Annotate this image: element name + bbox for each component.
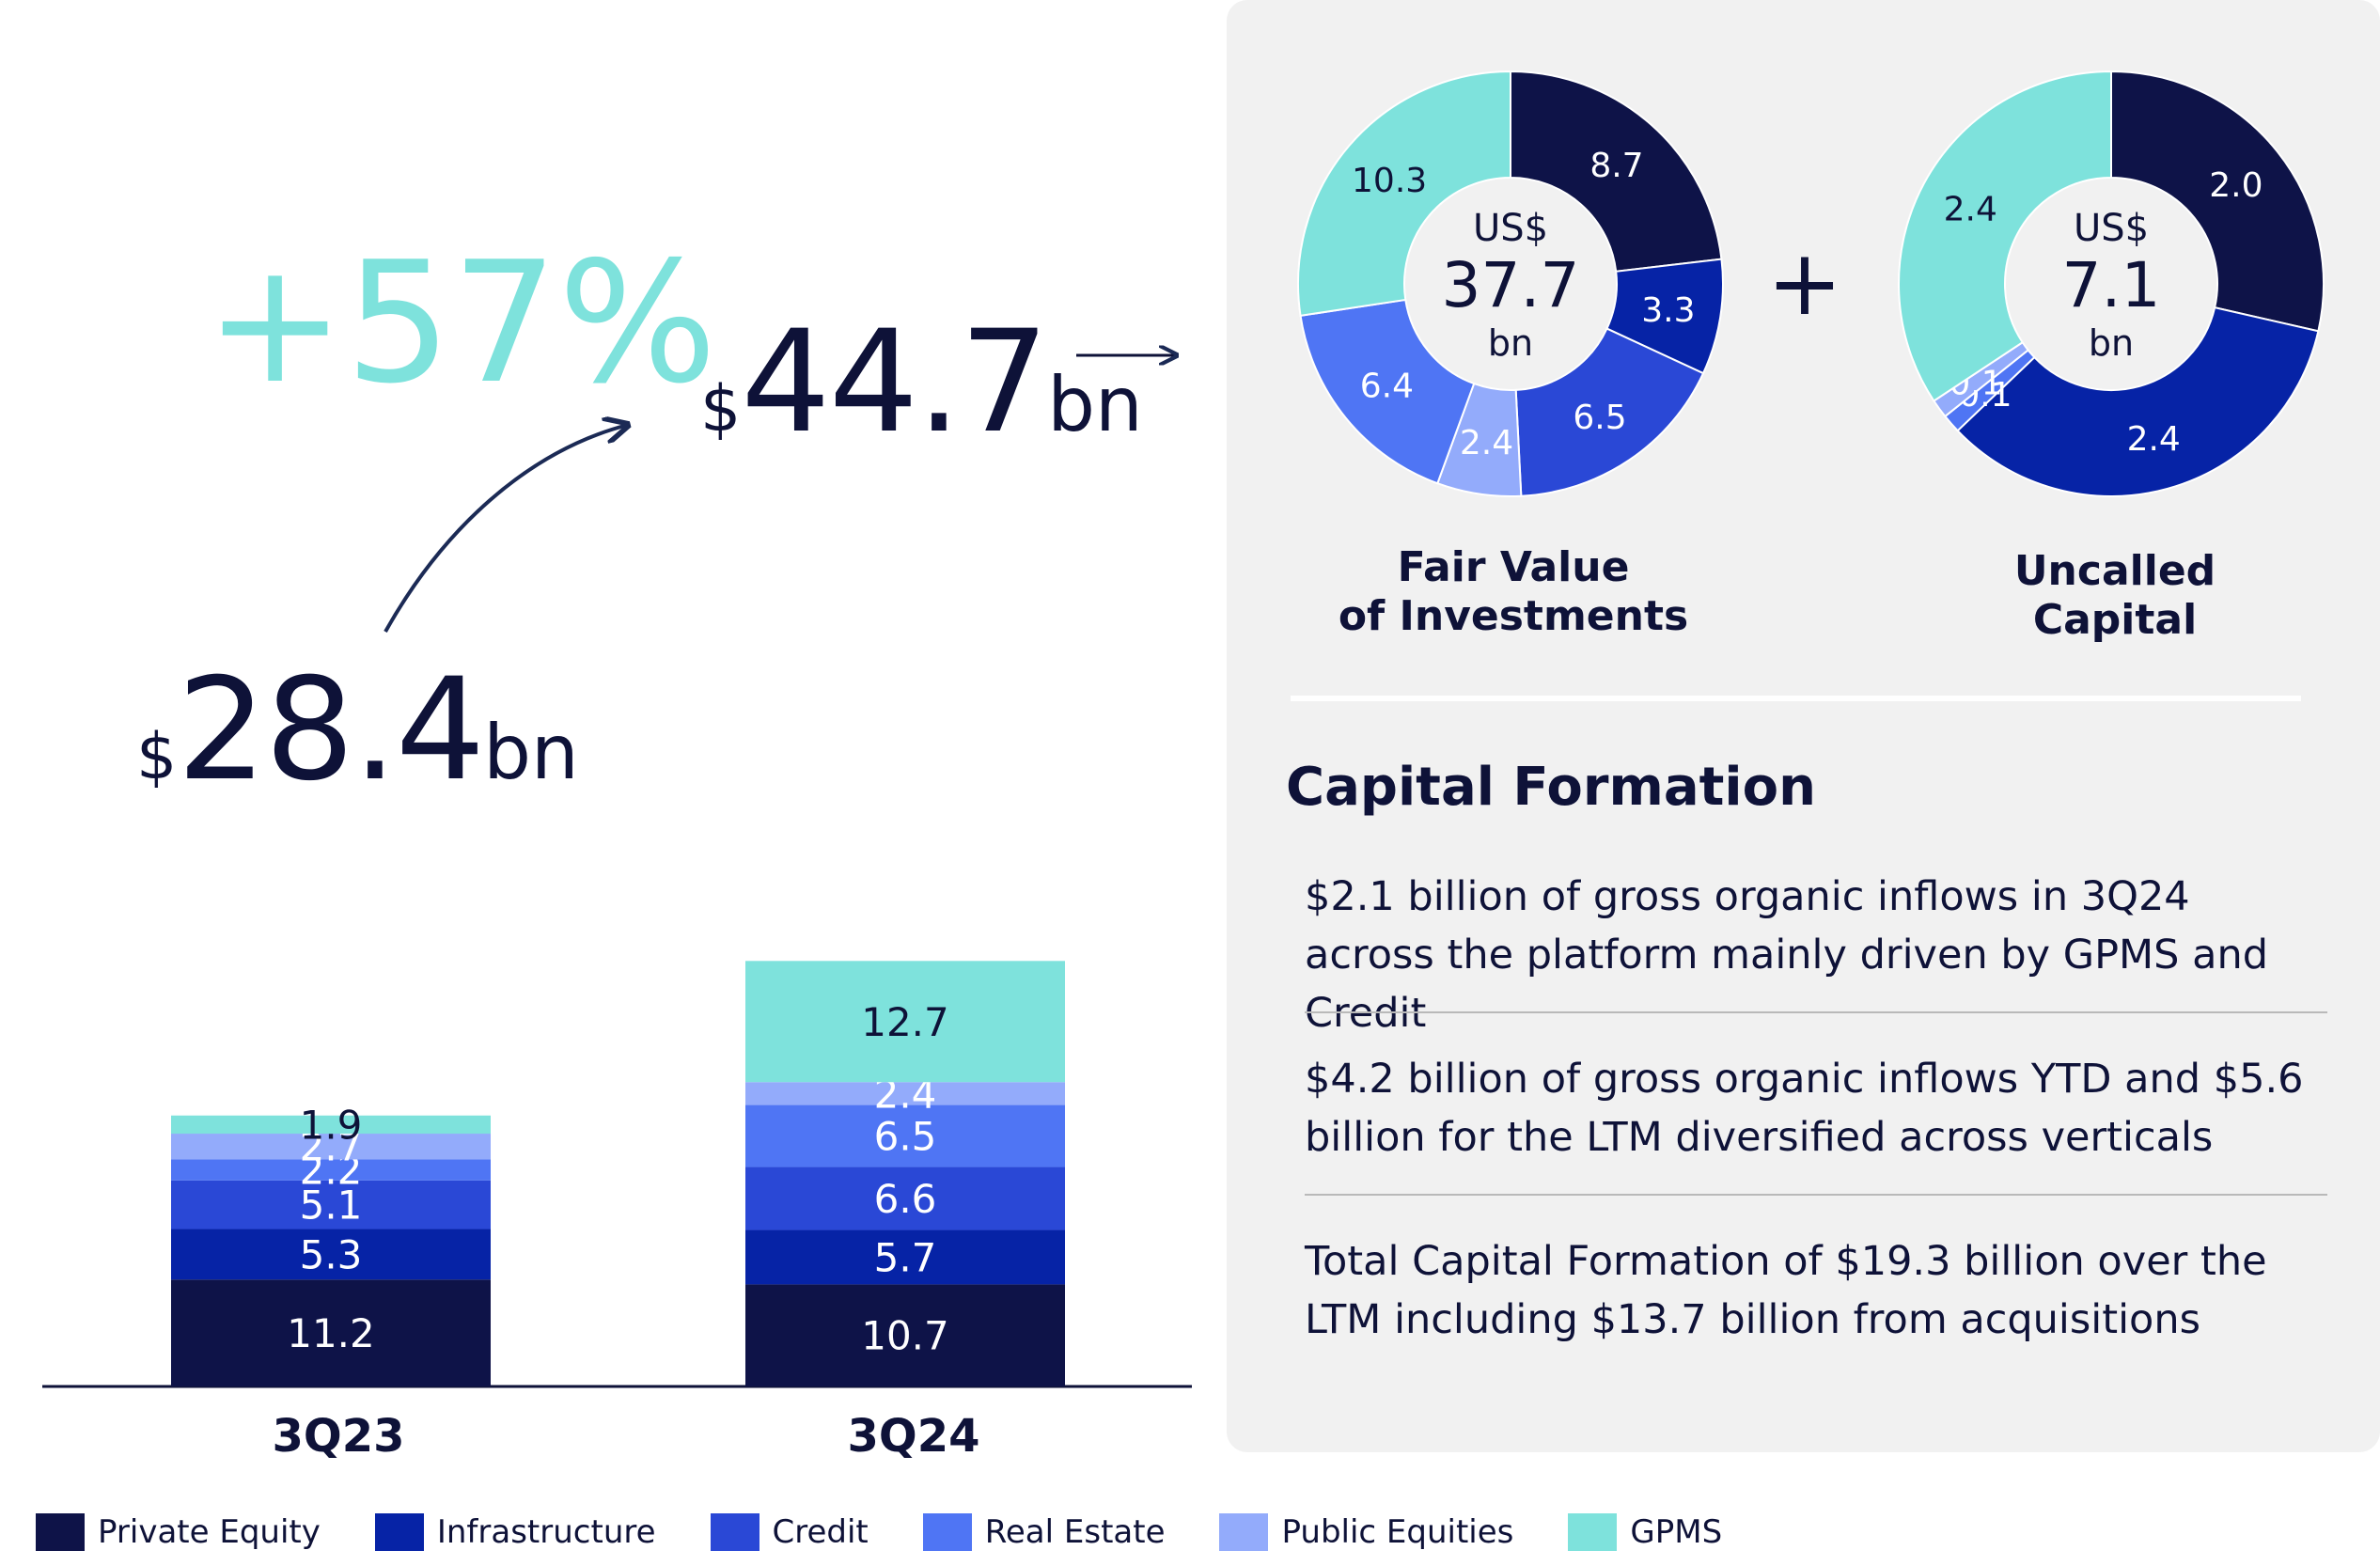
category-label-3q23: 3Q23 <box>272 1410 405 1463</box>
bar-data-label: 12.7 <box>861 999 949 1045</box>
bar-data-label: 10.7 <box>861 1313 949 1359</box>
bar-data-label: 6.6 <box>874 1176 937 1222</box>
bar-segment-credit <box>171 1180 491 1229</box>
donut-fair-value: 8.7 3.3 6.5 2.4 6.4 10.3 US$37.7bn <box>1297 70 1724 497</box>
total-value: 44.7 <box>741 301 1049 464</box>
divider <box>1305 1011 2327 1013</box>
total-unit: bn <box>1047 361 1143 448</box>
bar-segment-public-equities <box>745 1082 1065 1105</box>
donut-slice-gpms <box>1898 70 2112 402</box>
divider <box>1291 696 2301 701</box>
donut-charts: 8.73.36.52.46.410.3US$37.7bn2.02.40.10.1… <box>1297 70 2325 497</box>
donut-slice-private-equity <box>2110 70 2325 333</box>
legend-label: Credit <box>772 1513 869 1551</box>
legend-swatch <box>922 1513 972 1551</box>
bar-segment-gpms <box>745 961 1065 1083</box>
donut-slice-label: 2.4 <box>2127 420 2181 459</box>
capital-formation-item: $2.1 billion of gross organic inflows in… <box>1305 873 2268 1037</box>
donut-slice-infrastructure <box>1956 305 2320 497</box>
donut-title-uncalled-capital: Uncalled Capital <box>2013 547 2216 644</box>
donut-center-currency: US$ <box>1473 207 1548 250</box>
legend: Private Equity Infrastructure Credit Rea… <box>36 1513 1722 1551</box>
bar-data-label: 6.5 <box>874 1114 937 1160</box>
capital-formation-title: Capital Formation <box>1286 757 1816 818</box>
legend-swatch <box>374 1513 424 1551</box>
growth-label: +57% <box>205 226 717 420</box>
legend-label: Private Equity <box>98 1513 321 1551</box>
donut-slice-label: 2.4 <box>1944 190 1997 228</box>
donut-center-unit: bn <box>2089 322 2134 364</box>
total-currency: $ <box>136 720 178 794</box>
bar-segment-private-equity <box>171 1279 491 1386</box>
donut-slice-private-equity <box>1510 70 1723 273</box>
legend-swatch <box>710 1513 759 1551</box>
donut-center-currency: US$ <box>2074 207 2149 250</box>
capital-formation-item: $4.2 billion of gross organic inflows YT… <box>1305 1056 2304 1161</box>
bar-segment-real-estate <box>745 1104 1065 1167</box>
bar-segment-infrastructure <box>745 1229 1065 1285</box>
legend-item-private-equity: Private Equity <box>36 1513 321 1551</box>
donut-center-value: 37.7 <box>1442 249 1580 321</box>
total-3q23: $28.4bn <box>136 660 579 801</box>
legend-swatch <box>36 1513 85 1551</box>
legend-item-public-equities: Public Equities <box>1219 1513 1513 1551</box>
bar-data-label: 1.9 <box>300 1102 363 1148</box>
legend-swatch <box>1568 1513 1618 1551</box>
total-value: 28.4 <box>177 649 485 812</box>
legend-swatch <box>1219 1513 1269 1551</box>
donut-slice-label: 2.0 <box>2209 166 2263 205</box>
donut-slice-label: 8.7 <box>1589 147 1643 185</box>
legend-item-credit: Credit <box>710 1513 869 1551</box>
legend-label: Real Estate <box>984 1513 1166 1551</box>
legend-item-real-estate: Real Estate <box>922 1513 1166 1551</box>
legend-label: Public Equities <box>1281 1513 1514 1551</box>
divider <box>1305 1194 2327 1196</box>
bar-data-label: 11.2 <box>287 1310 375 1356</box>
capital-formation-item: Total Capital Formation of $19.3 billion… <box>1305 1238 2267 1343</box>
donut-slice-label: 2.4 <box>1460 424 1513 462</box>
donut-slice-real-estate <box>1299 298 1476 485</box>
bar-segment-private-equity <box>745 1284 1065 1386</box>
category-label-3q24: 3Q24 <box>847 1410 980 1463</box>
donut-slice-label: 6.4 <box>1360 368 1414 406</box>
right-panel <box>1227 0 2380 1452</box>
bar-segment-gpms <box>171 1115 491 1135</box>
total-unit: bn <box>483 709 579 796</box>
bar-segment-real-estate <box>171 1159 491 1181</box>
donut-title-line-1: Fair Value <box>1397 543 1630 591</box>
bar-data-label: 5.3 <box>300 1231 363 1277</box>
donut-slice-credit <box>1514 327 1705 497</box>
bar-segment-public-equities <box>171 1134 491 1160</box>
legend-item-gpms: GPMS <box>1568 1513 1722 1551</box>
donut-center-unit: bn <box>1488 322 1533 364</box>
legend-item-infrastructure: Infrastructure <box>374 1513 656 1551</box>
donut-slice-gpms <box>1297 70 1511 317</box>
donut-slice-label: 10.3 <box>1352 162 1427 200</box>
stacked-bar-chart: 11.25.35.12.22.71.910.75.76.66.52.412.7 <box>42 961 1192 1388</box>
donut-title-line-2: of Investments <box>1338 591 1689 640</box>
bar-segment-infrastructure <box>171 1229 491 1280</box>
legend-label: GPMS <box>1630 1513 1723 1551</box>
legend-label: Infrastructure <box>436 1513 656 1551</box>
plus-sign: + <box>1767 230 1842 336</box>
total-3q24: $44.7bn <box>700 312 1143 453</box>
growth-arrow <box>384 0 1222 633</box>
donut-slice-label: 3.3 <box>1641 291 1695 330</box>
total-currency: $ <box>700 372 742 446</box>
donut-title-fair-value: Fair Value of Investments <box>1325 543 1701 641</box>
donut-uncalled-capital: 2.02.40.10.12.4 US$7.1bn <box>1898 70 2325 497</box>
donut-center-value: 7.1 <box>2062 249 2161 321</box>
bar-data-label: 5.7 <box>874 1234 937 1280</box>
bar-segment-credit <box>745 1167 1065 1230</box>
donut-slice-label: 6.5 <box>1573 399 1626 437</box>
bar-data-label: 5.1 <box>300 1182 363 1229</box>
